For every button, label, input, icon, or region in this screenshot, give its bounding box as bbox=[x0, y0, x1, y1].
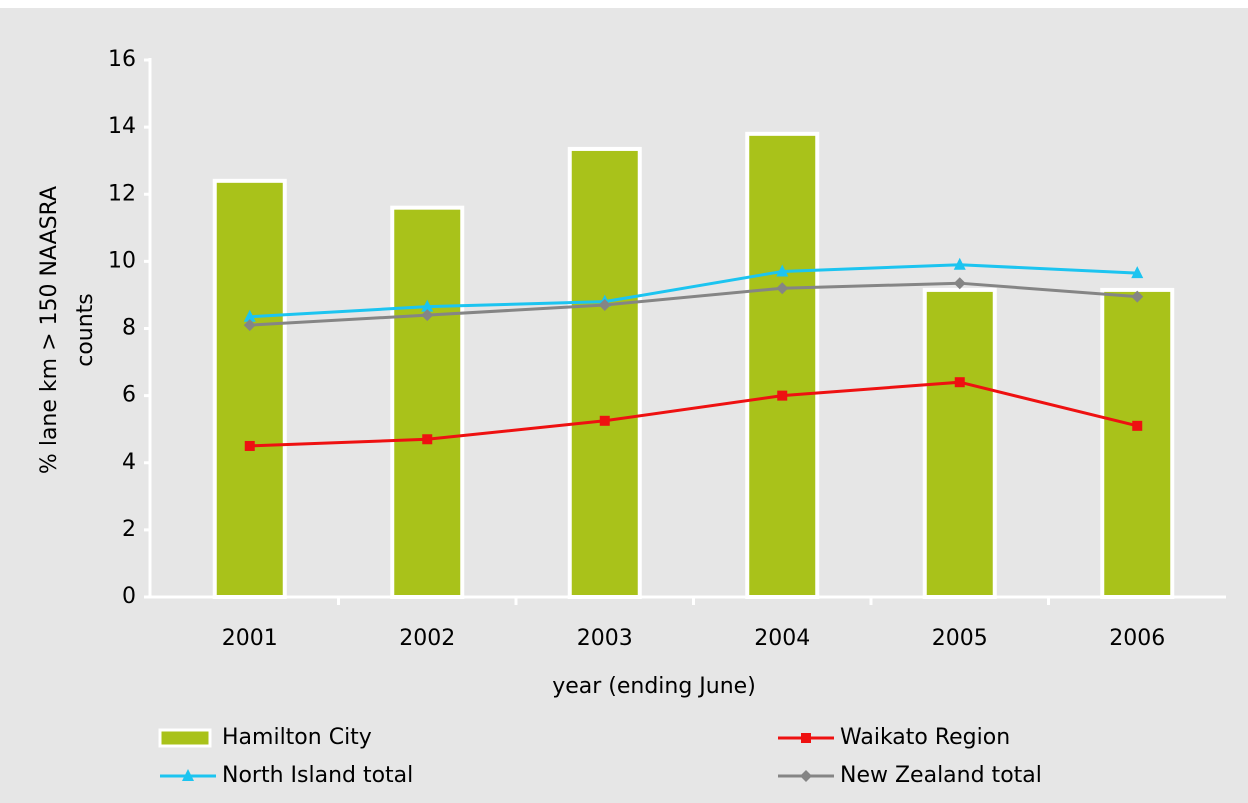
marker bbox=[953, 277, 966, 290]
marker bbox=[244, 440, 255, 451]
marker bbox=[243, 319, 256, 332]
legend-label: Waikato Region bbox=[840, 725, 1010, 750]
marker bbox=[1131, 266, 1144, 279]
bar bbox=[567, 146, 642, 600]
marker bbox=[954, 377, 965, 388]
y-tick-label: 6 bbox=[122, 383, 136, 408]
x-tick-label: 2002 bbox=[399, 626, 455, 651]
marker bbox=[777, 390, 788, 401]
y-tick-label: 14 bbox=[108, 114, 136, 139]
legend-label: New Zealand total bbox=[840, 763, 1042, 788]
marker bbox=[422, 434, 433, 445]
marker bbox=[421, 299, 434, 312]
marker bbox=[598, 299, 611, 312]
marker bbox=[1131, 290, 1144, 303]
x-axis-title: year (ending June) bbox=[552, 674, 756, 699]
marker bbox=[953, 257, 966, 270]
bar bbox=[212, 178, 287, 599]
x-tick-label: 2001 bbox=[222, 626, 278, 651]
marker bbox=[776, 282, 789, 295]
x-tick-label: 2005 bbox=[932, 626, 988, 651]
legend-label: Hamilton City bbox=[222, 725, 372, 750]
y-axis-title: counts bbox=[73, 293, 98, 367]
y-axis-title: % lane km > 150 NAASRA bbox=[37, 186, 62, 474]
bar bbox=[1100, 287, 1175, 599]
marker bbox=[800, 770, 812, 782]
legend-label: North Island total bbox=[222, 763, 413, 788]
marker bbox=[421, 309, 434, 322]
y-axis-title-group: % lane km > 150 NAASRA counts bbox=[37, 186, 98, 474]
marker bbox=[776, 264, 789, 277]
y-tick-label: 8 bbox=[122, 316, 136, 341]
line bbox=[249, 380, 1138, 448]
marker bbox=[1132, 420, 1143, 431]
marker bbox=[599, 415, 610, 426]
x-tick-label: 2004 bbox=[754, 626, 810, 651]
marker bbox=[182, 769, 194, 781]
y-tick-label: 16 bbox=[108, 47, 136, 72]
x-tick-label: 2003 bbox=[577, 626, 633, 651]
y-tick-label: 10 bbox=[108, 248, 136, 273]
x-tick-label: 2006 bbox=[1109, 626, 1165, 651]
line bbox=[249, 281, 1138, 327]
bar bbox=[922, 287, 997, 599]
bar bbox=[390, 205, 465, 600]
marker bbox=[801, 733, 811, 743]
y-tick-label: 4 bbox=[122, 450, 136, 475]
line bbox=[249, 263, 1138, 319]
y-tick-label: 2 bbox=[122, 517, 136, 542]
bar bbox=[745, 131, 820, 599]
legend-swatch bbox=[158, 728, 212, 748]
marker bbox=[243, 309, 256, 322]
y-tick-label: 0 bbox=[122, 584, 136, 609]
y-tick-label: 12 bbox=[108, 181, 136, 206]
